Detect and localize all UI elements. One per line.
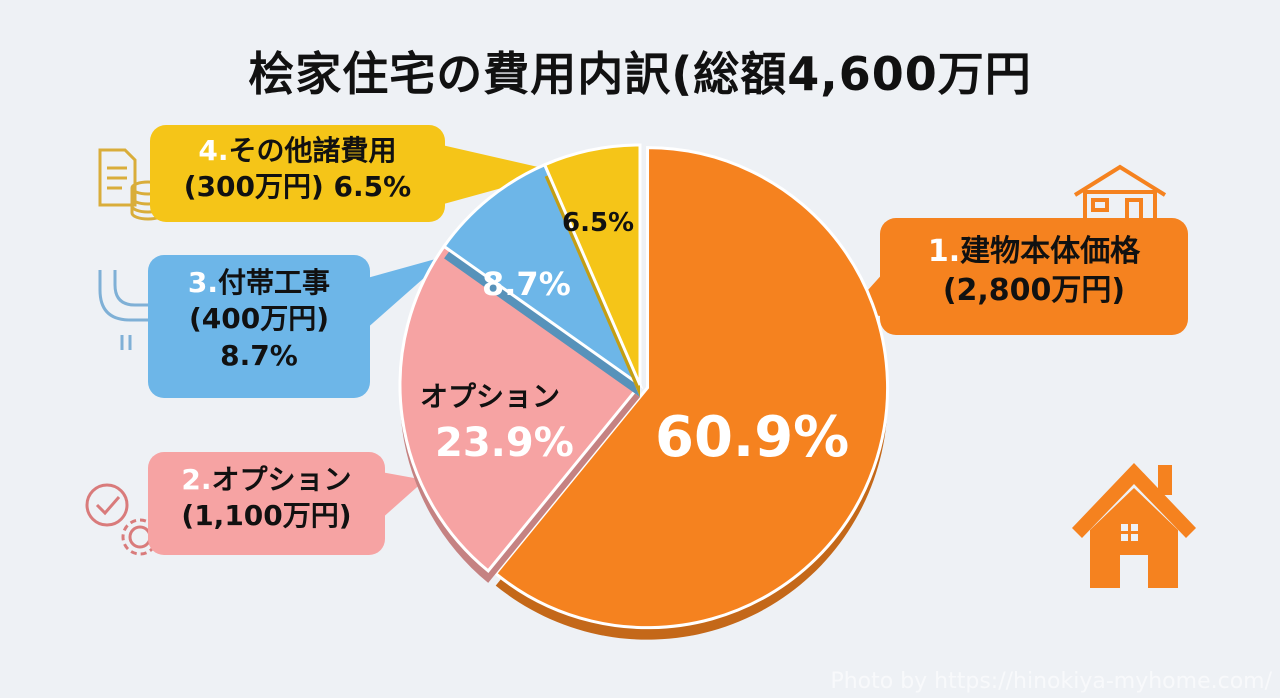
- slice-value-label-3: 8.7%: [482, 265, 571, 303]
- legend-amount: (2,800万円): [942, 273, 1126, 308]
- legend-label: 建物本体価格: [960, 234, 1141, 269]
- slice-value-label-4: 6.5%: [562, 208, 635, 238]
- legend-amount: (400万円): [188, 302, 330, 336]
- legend-amount: (300万円) 6.5%: [183, 170, 412, 204]
- watermark: Photo by https://hinokiya-myhome.com/: [830, 669, 1272, 694]
- legend-index: 4.: [198, 134, 229, 167]
- legend-label: 付帯工事: [218, 266, 331, 299]
- check-gear-icon: [85, 483, 159, 556]
- legend-amount: (1,100万円): [181, 499, 352, 533]
- pie-slice-3: [441, 162, 644, 390]
- pie-slice-2: [398, 244, 643, 573]
- slice-value-label-2: 23.9%: [435, 420, 574, 466]
- legend-callout-4: 4.その他諸費用 (300万円) 6.5%: [150, 125, 445, 222]
- pipes-icon: [98, 270, 150, 350]
- slice-value-label-1: 60.9%: [655, 405, 850, 470]
- chart-title: 桧家住宅の費用内訳(総額4,600万円: [248, 47, 1032, 101]
- pie-slice-4: [542, 143, 642, 386]
- house-icon: [1072, 463, 1196, 588]
- legend-callout-3: 3.付帯工事 (400万円) 8.7%: [148, 255, 370, 398]
- legend-index: 2.: [181, 463, 212, 496]
- legend-percent: 8.7%: [220, 338, 298, 372]
- slice-inner-label-2: オプション: [420, 380, 561, 413]
- callout-tail-4: [420, 140, 560, 205]
- legend-index: 1.: [927, 234, 961, 269]
- pie-slice-1: [493, 146, 889, 630]
- legend-callout-2: 2.オプション (1,100万円): [148, 452, 385, 555]
- house-icon-small: [1073, 164, 1167, 224]
- legend-label: その他諸費用: [228, 134, 397, 167]
- legend-callout-1: 1.建物本体価格 (2,800万円): [880, 218, 1188, 335]
- legend-label: オプション: [211, 463, 352, 496]
- legend-index: 3.: [187, 266, 219, 299]
